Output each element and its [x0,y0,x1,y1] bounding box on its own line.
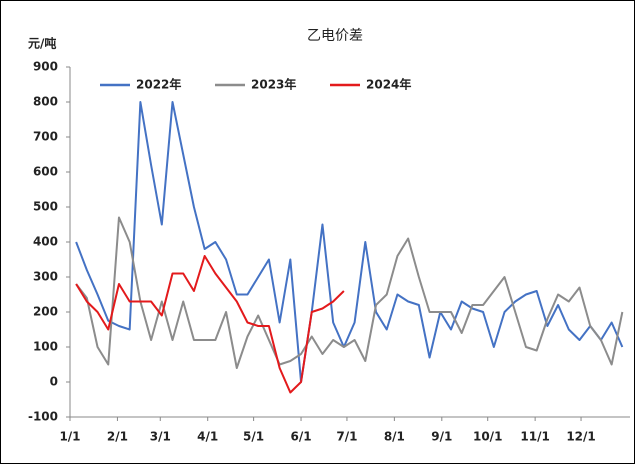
x-tick-label: 5/1 [243,430,264,444]
y-tick-label: 700 [33,130,58,144]
x-tick-label: 6/1 [290,430,311,444]
y-tick-label: 400 [33,235,58,249]
y-tick-label: 100 [33,340,58,354]
x-tick-label: 2/1 [107,430,128,444]
series-line [75,255,345,394]
y-tick-label: 900 [33,60,58,74]
x-tick-label: 11/1 [520,430,549,444]
y-axis-label: 元/吨 [28,36,56,51]
x-tick-label: 4/1 [197,430,218,444]
x-tick-label: 1/1 [59,430,80,444]
y-tick-label: 500 [33,200,58,214]
y-tick-label: 300 [33,270,58,284]
series-line [75,101,624,383]
x-tick-label: 12/1 [566,430,595,444]
legend-label: 2023年 [251,77,296,92]
y-tick-label: -100 [28,410,58,424]
x-tick-label: 3/1 [150,430,171,444]
series-line [75,216,624,369]
y-tick-label: 200 [33,305,58,319]
x-tick-label: 7/1 [336,430,357,444]
legend-label: 2024年 [366,77,411,92]
legend-label: 2022年 [136,77,181,92]
y-tick-label: 600 [33,165,58,179]
y-tick-label: 800 [33,95,58,109]
x-tick-label: 9/1 [431,430,452,444]
y-tick-label: 0 [50,375,58,389]
x-tick-label: 8/1 [384,430,405,444]
chart-title: 乙电价差 [307,28,363,44]
x-tick-label: 10/1 [473,430,502,444]
